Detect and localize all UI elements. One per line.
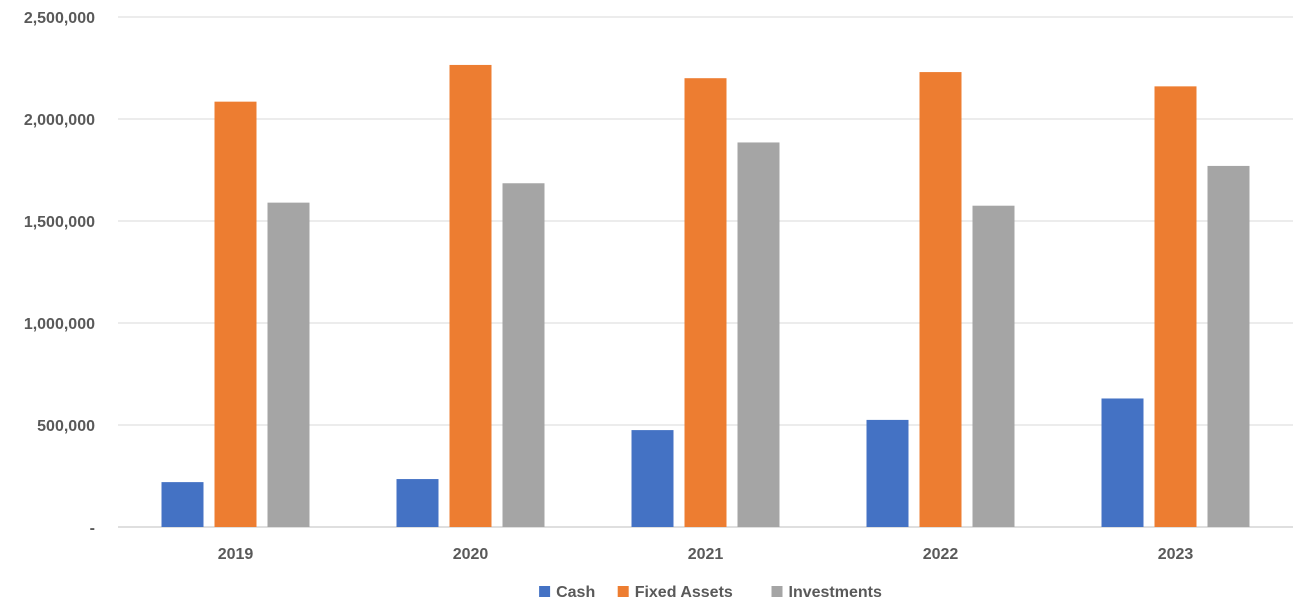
x-tick-label: 2021 — [688, 546, 724, 563]
bar-investments-2022 — [972, 205, 1015, 527]
legend-swatch — [539, 586, 551, 597]
bar-investments-2021 — [737, 142, 780, 527]
x-tick-label: 2020 — [453, 546, 489, 563]
bar-fixed-assets-2023 — [1154, 86, 1197, 528]
legend-label: Fixed Assets — [635, 584, 733, 601]
bar-cash-2022 — [866, 419, 909, 527]
y-tick-label: - — [90, 520, 95, 537]
x-axis: 2019 2020 2021 2022 2023 — [218, 546, 1194, 563]
legend-swatch — [617, 586, 629, 597]
legend-label: Cash — [556, 584, 595, 601]
bar-fixed-assets-2019 — [214, 101, 257, 527]
legend-item-fixed-assets[interactable]: Fixed Assets — [617, 584, 733, 601]
bar-cash-2021 — [631, 430, 674, 527]
legend-item-cash[interactable]: Cash — [539, 584, 595, 601]
bar-fixed-assets-2021 — [684, 78, 727, 527]
bar-investments-2020 — [502, 183, 545, 527]
x-tick-label: 2019 — [218, 546, 254, 563]
y-tick-label: 2,500,000 — [24, 10, 95, 27]
x-tick-label: 2023 — [1158, 546, 1194, 563]
bar-cash-2019 — [161, 482, 204, 527]
y-tick-label: 1,000,000 — [24, 316, 95, 333]
bar-investments-2019 — [267, 202, 310, 527]
legend-label: Investments — [789, 584, 882, 601]
y-tick-label: 500,000 — [37, 418, 95, 435]
y-tick-label: 1,500,000 — [24, 214, 95, 231]
legend-swatch — [771, 586, 783, 597]
x-tick-label: 2022 — [923, 546, 959, 563]
y-tick-label: 2,000,000 — [24, 112, 95, 129]
bar-fixed-assets-2020 — [449, 64, 492, 527]
bars — [161, 64, 1250, 528]
legend: Cash Fixed Assets Investments — [539, 584, 882, 601]
bar-cash-2020 — [396, 479, 439, 527]
y-axis: - 500,000 1,000,000 1,500,000 2,000,000 2,500… — [24, 10, 95, 537]
legend-item-investments[interactable]: Investments — [771, 584, 882, 601]
bar-cash-2023 — [1101, 398, 1144, 527]
bar-investments-2023 — [1207, 165, 1250, 528]
bar-fixed-assets-2022 — [919, 72, 962, 527]
